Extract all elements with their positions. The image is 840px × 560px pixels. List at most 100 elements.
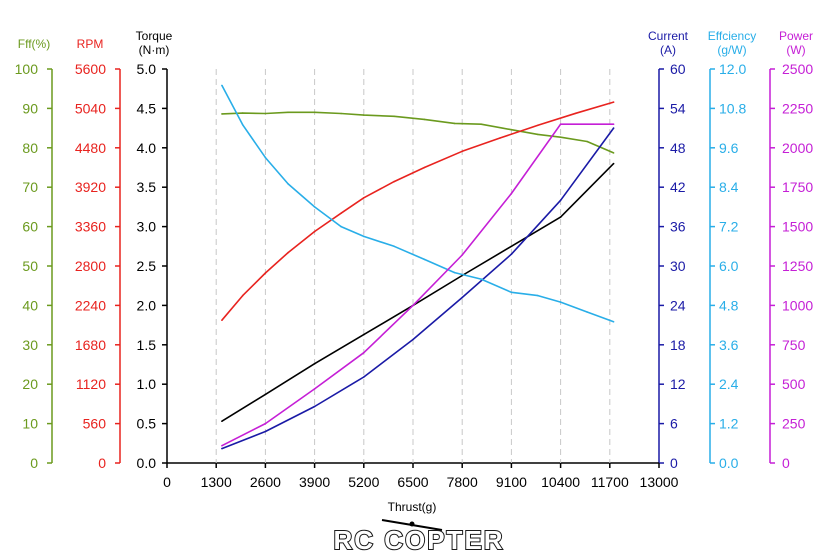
data-point	[363, 376, 365, 378]
y-tick-label: 1.0	[137, 376, 157, 392]
data-point	[423, 166, 426, 169]
data-point	[480, 123, 482, 125]
x-axis: 0 1300 2600 3900 5200 6500 7800 9100 10400 11700 1…	[163, 462, 679, 490]
y-axis-title: Fff(%)	[18, 37, 50, 51]
data-point	[287, 251, 289, 254]
y-tick-label: 4480	[75, 140, 106, 156]
data-point	[221, 84, 223, 87]
data-point	[586, 140, 588, 143]
y-axis-title: RPM	[77, 37, 104, 51]
data-point	[559, 136, 562, 138]
axes-layer: 0102030405060708090100Fff(%)056011201680…	[15, 29, 814, 490]
data-point	[264, 272, 267, 274]
data-point	[221, 447, 223, 450]
y-axis-power: 0 250 500 750 1000 1250 1500 1750 2000 2250 2500 Po…	[769, 29, 813, 471]
y-tick-label: 2.0	[137, 297, 157, 313]
y-tick-label: 3.6	[719, 337, 739, 353]
y-axis-current: 0 6 12 18 24 30 36 42 48 54 60 Current(A)	[648, 29, 689, 471]
data-point	[221, 113, 223, 115]
y-tick-label: 6	[670, 416, 678, 432]
x-tick-label: 6500	[397, 474, 428, 490]
y-axis-unit: (A)	[660, 43, 676, 57]
y-tick-label: 2000	[782, 140, 813, 156]
y-axis-rpm: 0 560 1120 1680 2240 2800 3360 3920 4480 5040 5600…	[75, 37, 121, 471]
data-point	[612, 123, 615, 125]
y-tick-label: 3.0	[137, 219, 157, 235]
data-point	[313, 206, 316, 208]
data-point	[363, 235, 365, 238]
y-tick-label: 1750	[782, 179, 813, 195]
grid-layer	[215, 69, 611, 463]
y-tick-label: 50	[22, 258, 38, 274]
data-point	[363, 114, 365, 116]
data-point	[340, 112, 342, 115]
data-point	[559, 216, 562, 218]
y-tick-label: 560	[83, 416, 107, 432]
y-tick-label: 3.5	[137, 179, 157, 195]
series-effciency	[221, 84, 615, 323]
y-tick-label: 0.0	[137, 455, 157, 471]
data-point	[241, 112, 244, 114]
y-tick-label: 1500	[782, 219, 813, 235]
data-point	[423, 118, 426, 121]
data-point	[412, 304, 414, 307]
data-point	[393, 180, 395, 183]
series-line	[221, 111, 614, 154]
data-point	[313, 111, 316, 114]
y-tick-label: 1.5	[137, 337, 157, 353]
y-tick-label: 0.0	[719, 455, 739, 471]
data-point	[264, 393, 267, 396]
y-tick-label: 1680	[75, 337, 106, 353]
data-point	[287, 111, 289, 114]
data-point	[264, 430, 267, 433]
y-tick-label: 2500	[782, 61, 813, 77]
y-tick-label: 5040	[75, 100, 106, 116]
y-axis-eff: 0.0 1.2 2.4 3.6 4.8 6.0 7.2 8.4 9.6 10.8 12.0 Effci…	[708, 29, 756, 471]
x-tick-label: 9100	[496, 474, 527, 490]
data-point	[423, 258, 426, 261]
data-point	[574, 112, 577, 115]
x-tick-label: 1300	[201, 474, 232, 490]
data-point	[363, 333, 365, 336]
y-tick-label: 42	[670, 179, 686, 195]
y-tick-label: 2.5	[137, 258, 157, 274]
y-tick-label: 1250	[782, 258, 813, 274]
data-point	[264, 422, 267, 425]
data-point	[287, 183, 289, 185]
y-tick-label: 18	[670, 337, 686, 353]
y-tick-label: 6.0	[719, 258, 739, 274]
data-point	[510, 192, 513, 195]
y-tick-label: 2.4	[719, 376, 739, 392]
y-tick-label: 2240	[75, 297, 106, 313]
y-axis-torque: 0.0 0.5 1.0 1.5 2.0 2.5 3.0 3.5 4.0 4.5 5.0 Torque(…	[136, 29, 173, 471]
series-line	[221, 163, 615, 422]
data-point	[537, 133, 539, 136]
y-tick-label: 4.8	[719, 297, 739, 313]
y-tick-label: 80	[22, 140, 38, 156]
y-tick-label: 500	[782, 376, 806, 392]
data-point	[499, 137, 501, 139]
data-point	[461, 296, 464, 299]
series-torque	[221, 162, 615, 423]
data-point	[393, 245, 395, 248]
data-point	[340, 212, 342, 214]
data-point	[241, 294, 244, 297]
data-point	[241, 124, 244, 126]
logo: RC COPTER	[332, 519, 504, 556]
y-axis-title: Current	[648, 29, 689, 43]
y-tick-label: 48	[670, 140, 686, 156]
y-tick-label: 10.8	[719, 100, 746, 116]
y-tick-label: 9.6	[719, 140, 739, 156]
data-point	[461, 150, 464, 153]
data-point	[313, 230, 316, 233]
data-point	[612, 162, 615, 165]
y-tick-label: 4.5	[137, 100, 157, 116]
series-line	[221, 123, 614, 447]
data-point	[363, 197, 365, 199]
y-tick-label: 0	[670, 455, 678, 471]
data-point	[559, 301, 562, 303]
series-fff	[221, 111, 615, 154]
x-tick-label: 3900	[299, 474, 330, 490]
